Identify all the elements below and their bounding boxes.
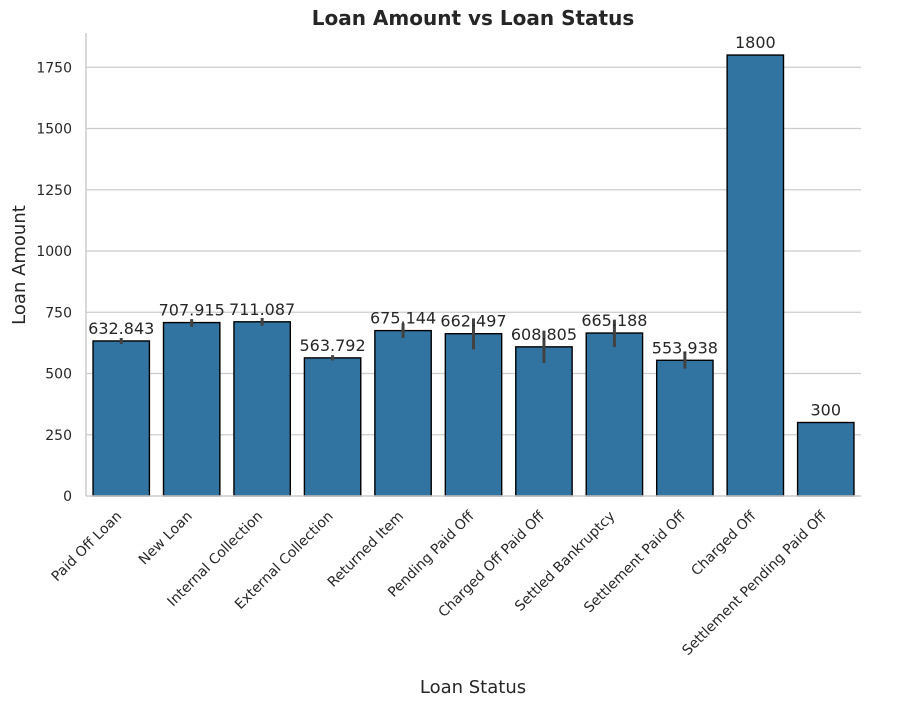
- bar: [374, 329, 432, 497]
- bar-data-label: 632.843: [88, 319, 154, 338]
- bar-data-label: 300: [810, 401, 841, 420]
- bar: [92, 340, 151, 497]
- bar: [796, 421, 855, 497]
- x-tick-label: New Loan: [136, 508, 196, 568]
- bar-data-label: 711.087: [229, 300, 295, 319]
- bar-data-label: 665.188: [581, 311, 647, 330]
- bar-data-label: 563.792: [300, 336, 366, 355]
- bar: [303, 357, 362, 497]
- axis-spines: [85, 33, 861, 497]
- y-tick-label: 1750: [36, 60, 72, 76]
- bar: [233, 321, 292, 497]
- bar-data-label: 675.144: [370, 309, 436, 328]
- x-tick-label: Settlement Pending Paid Off: [679, 508, 830, 659]
- bar: [515, 346, 573, 497]
- bar: [726, 54, 785, 497]
- bar-data-label: 608.805: [511, 325, 577, 344]
- y-tick-label: 1250: [36, 183, 72, 199]
- y-tick-label: 1500: [36, 122, 72, 138]
- y-axis-label: Loan Amount: [9, 205, 30, 325]
- y-tick-label: 0: [63, 489, 72, 505]
- y-tick-label: 750: [45, 305, 72, 321]
- x-tick-label: Paid Off Loan: [49, 508, 126, 585]
- y-tick-labels: 0 250 500 750 1000 1250 1500 1750: [36, 60, 72, 505]
- x-axis-label: Loan Status: [420, 677, 526, 698]
- bar-data-label: 1800: [735, 33, 776, 52]
- y-tick-label: 1000: [36, 244, 72, 260]
- bar-data-label: 553.938: [652, 338, 718, 357]
- bar: [162, 321, 221, 497]
- bar: [444, 333, 503, 497]
- error-bars: [119, 317, 687, 369]
- bar-data-label: 707.915: [159, 301, 225, 320]
- bar: [585, 332, 644, 497]
- bars: [92, 54, 855, 497]
- bar: [655, 359, 714, 497]
- x-tick-label: Returned Item: [325, 508, 407, 590]
- bar-data-label: 662.497: [440, 312, 506, 331]
- x-tick-label: Charged Off: [688, 508, 759, 579]
- chart-title: Loan Amount vs Loan Status: [312, 6, 635, 30]
- y-tick-label: 500: [45, 367, 72, 383]
- y-tick-label: 250: [45, 428, 72, 444]
